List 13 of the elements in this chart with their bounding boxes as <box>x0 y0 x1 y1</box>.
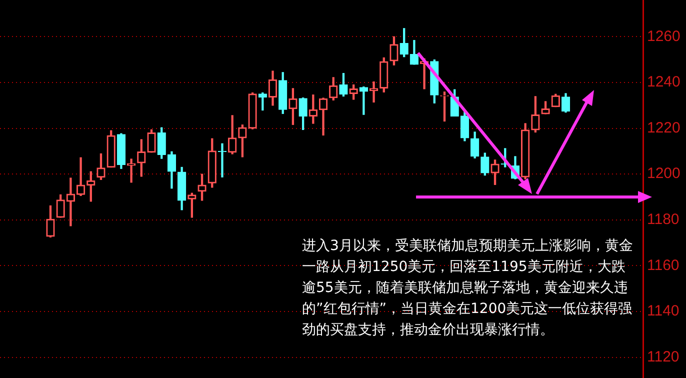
candlestick <box>369 81 378 103</box>
y-tick-label: 1140 <box>647 302 680 320</box>
y-tick-label: 1220 <box>647 119 680 136</box>
y-tick-label: 1240 <box>647 74 680 91</box>
y-tick-label: 1260 <box>647 28 680 45</box>
candlestick <box>359 86 368 115</box>
candlestick <box>126 158 136 183</box>
annotation: 进入3月以来，受美联储加息预期美元上涨影响，黄金一路从月初1250美元，回落至1195美元附近，大跌逾55美元，随着美联储加息靴子落地，黄金迎来久违的”红包行情”，当日黄金在1200美元这一低位获得强劲的买盘支持，推动金价出现暴涨行情。 <box>302 237 634 340</box>
y-tick-label: 1160 <box>647 256 680 274</box>
y-tick-label: 1120 <box>647 348 680 366</box>
y-tick-label: 1180 <box>647 211 680 228</box>
y-tick-label: 1200 <box>647 165 680 182</box>
candlestick <box>218 143 227 178</box>
